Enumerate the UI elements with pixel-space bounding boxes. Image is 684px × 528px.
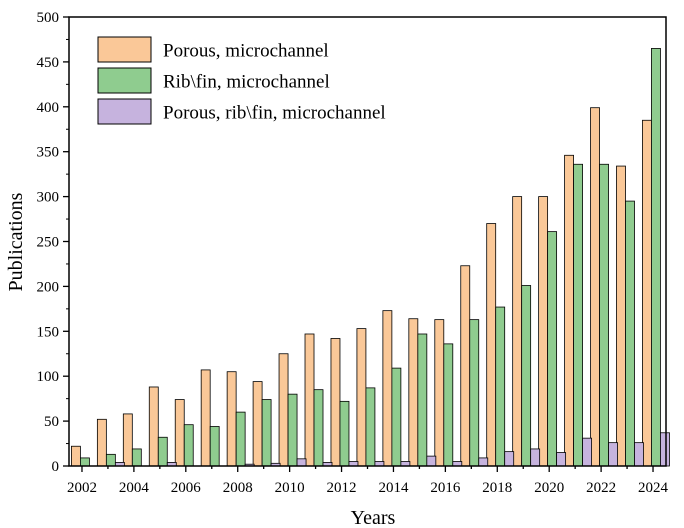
bar-2-2024 <box>651 48 661 467</box>
y-tick-label-100: 100 <box>37 369 60 385</box>
bar-1-2003 <box>96 418 107 467</box>
bar-1-2002 <box>71 445 81 467</box>
bar-2-2020 <box>547 231 558 467</box>
y-tick-label-500: 500 <box>37 10 60 26</box>
bar-2-2022 <box>599 163 609 467</box>
bar-1-2011 <box>304 333 315 467</box>
bar-3-2010 <box>296 458 307 467</box>
bar-1-2018 <box>486 223 497 467</box>
bar-3-2022 <box>608 442 618 467</box>
bar-3-2024 <box>660 432 670 467</box>
legend-swatch-2 <box>97 67 152 94</box>
x-tick-label-2008: 2008 <box>223 480 253 496</box>
x-tick-label-2010: 2010 <box>275 480 305 496</box>
legend-swatch-3 <box>97 98 152 125</box>
bar-1-2022 <box>590 107 600 467</box>
bars-layer <box>71 48 670 467</box>
bar-3-2020 <box>556 452 567 467</box>
bar-1-2016 <box>434 319 445 467</box>
bar-1-2008 <box>226 371 237 467</box>
bar-2-2006 <box>183 424 194 467</box>
bar-1-2023 <box>616 165 626 467</box>
bar-1-2014 <box>382 310 393 467</box>
bar-2-2021 <box>573 163 583 467</box>
bar-2-2004 <box>131 448 142 467</box>
y-tick-label-250: 250 <box>37 235 60 251</box>
y-tick-label-300: 300 <box>37 190 60 206</box>
y-axis-title: Publications <box>5 192 27 291</box>
bar-1-2012 <box>330 338 341 467</box>
x-tick-label-2022: 2022 <box>586 480 616 496</box>
x-tick-label-2012: 2012 <box>327 480 357 496</box>
legend-label-3: Porous, rib\fin, microchannel <box>163 103 386 124</box>
bar-2-2011 <box>313 389 324 467</box>
x-tick-label-2016: 2016 <box>430 480 461 496</box>
bar-2-2010 <box>287 393 298 467</box>
bar-1-2024 <box>642 119 652 467</box>
bar-1-2005 <box>148 386 159 467</box>
x-tick-label-2006: 2006 <box>171 480 202 496</box>
bar-2-2023 <box>625 200 635 467</box>
bar-1-2013 <box>356 328 367 467</box>
bar-2-2018 <box>495 306 506 467</box>
bar-2-2013 <box>365 387 376 467</box>
bar-3-2017 <box>478 457 489 467</box>
bar-1-2021 <box>564 154 574 467</box>
series-2 <box>80 48 661 467</box>
x-tick-label-2014: 2014 <box>378 480 409 496</box>
bar-2-2012 <box>339 400 350 467</box>
bar-2-2007 <box>209 426 220 467</box>
bar-1-2009 <box>252 381 263 467</box>
bar-3-2018 <box>504 451 515 467</box>
bar-1-2004 <box>122 413 133 467</box>
y-tick-label-50: 50 <box>44 414 59 430</box>
y-tick-label-450: 450 <box>37 55 60 71</box>
x-tick-label-2018: 2018 <box>482 480 512 496</box>
bar-2-2002 <box>80 457 90 467</box>
x-tick-label-2002: 2002 <box>67 480 97 496</box>
y-tick-label-0: 0 <box>52 459 60 475</box>
x-tick-label-2004: 2004 <box>119 480 150 496</box>
x-axis-title: Years <box>351 507 396 528</box>
legend: Porous, microchannel Rib\fin, microchanne… <box>97 36 386 125</box>
bar-2-2003 <box>105 453 116 467</box>
bar-1-2015 <box>408 318 419 467</box>
bar-2-2019 <box>521 285 532 467</box>
y-tick-label-350: 350 <box>37 145 60 161</box>
legend-label-2: Rib\fin, microchannel <box>163 72 330 93</box>
x-tick-label-2020: 2020 <box>534 480 564 496</box>
bar-1-2019 <box>512 196 523 467</box>
bar-2-2014 <box>391 367 402 467</box>
bar-2-2016 <box>443 343 454 467</box>
bar-1-2006 <box>174 399 185 467</box>
bar-3-2019 <box>530 448 541 467</box>
bar-2-2015 <box>417 333 428 467</box>
legend-label-1: Porous, microchannel <box>163 41 329 62</box>
bar-2-2008 <box>235 411 246 467</box>
series-1 <box>71 107 652 467</box>
x-tick-label-2024: 2024 <box>638 480 669 496</box>
y-tick-label-150: 150 <box>37 324 60 340</box>
bar-3-2023 <box>634 442 644 467</box>
bar-1-2010 <box>278 353 289 467</box>
bar-2-2009 <box>261 399 272 467</box>
y-tick-label-400: 400 <box>37 100 60 116</box>
bar-1-2020 <box>538 196 549 467</box>
bar-2-2005 <box>157 436 168 467</box>
y-tick-label-200: 200 <box>37 279 60 295</box>
axes-layer: 0 50 100 150 200 250 300 350 400 450 500 2002 2004 20… <box>37 10 669 496</box>
bar-2-2017 <box>469 319 480 467</box>
bar-3-2015 <box>426 455 437 467</box>
bar-3-2021 <box>582 437 592 467</box>
legend-swatch-1 <box>97 36 152 63</box>
bar-1-2017 <box>460 265 471 467</box>
bar-1-2007 <box>200 369 211 467</box>
